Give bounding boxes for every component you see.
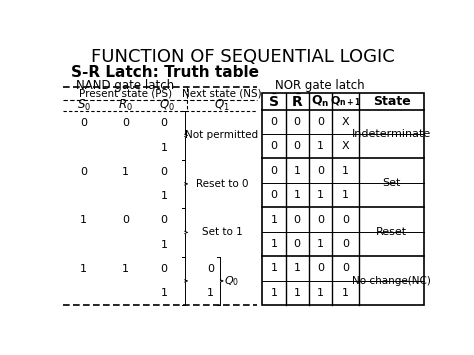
- Text: 1: 1: [317, 239, 324, 249]
- Text: 1: 1: [122, 167, 129, 177]
- Text: 1: 1: [317, 141, 324, 151]
- Text: $\bar{\mathbf{R}}$: $\bar{\mathbf{R}}$: [291, 93, 303, 110]
- Text: 0: 0: [294, 215, 301, 225]
- Text: 0: 0: [122, 118, 129, 128]
- Text: Next state (NS): Next state (NS): [182, 89, 262, 99]
- Text: 0: 0: [294, 141, 301, 151]
- Text: 0: 0: [122, 215, 129, 225]
- Text: 0: 0: [160, 264, 167, 274]
- Text: $R_0$: $R_0$: [118, 98, 133, 113]
- Text: 1: 1: [80, 264, 87, 274]
- Text: 1: 1: [271, 263, 277, 273]
- Text: X: X: [342, 117, 349, 127]
- Text: 0: 0: [342, 215, 349, 225]
- Text: $Q_0$: $Q_0$: [224, 274, 239, 288]
- Text: $\bar{\mathbf{S}}$: $\bar{\mathbf{S}}$: [268, 93, 280, 110]
- Text: 1: 1: [160, 288, 167, 298]
- Text: Indeterminate: Indeterminate: [352, 129, 431, 139]
- Text: 0: 0: [160, 167, 167, 177]
- Text: 0: 0: [294, 117, 301, 127]
- Text: 0: 0: [160, 215, 167, 225]
- Text: $\mathbf{Q_{n+1}}$: $\mathbf{Q_{n+1}}$: [330, 94, 361, 108]
- Text: 1: 1: [294, 190, 301, 200]
- Text: 0: 0: [160, 118, 167, 128]
- Text: $\mathbf{Q_n}$: $\mathbf{Q_n}$: [311, 94, 329, 109]
- Text: 0: 0: [271, 190, 277, 200]
- Text: Present state (PS): Present state (PS): [79, 89, 172, 99]
- Text: 1: 1: [294, 166, 301, 176]
- Text: 0: 0: [207, 264, 214, 274]
- Bar: [262, 93, 424, 305]
- Text: NAND gate latch: NAND gate latch: [76, 79, 174, 92]
- Text: 0: 0: [80, 167, 87, 177]
- Text: 1: 1: [160, 142, 167, 153]
- Text: 1: 1: [271, 215, 277, 225]
- Text: 0: 0: [271, 166, 277, 176]
- Text: 0: 0: [294, 239, 301, 249]
- Text: FUNCTION OF SEQUENTIAL LOGIC: FUNCTION OF SEQUENTIAL LOGIC: [91, 48, 395, 66]
- Text: Reset: Reset: [376, 227, 407, 237]
- Text: No change(NC): No change(NC): [352, 276, 431, 286]
- Text: NOR gate latch: NOR gate latch: [275, 79, 365, 92]
- Text: 1: 1: [160, 240, 167, 250]
- Text: 0: 0: [317, 215, 324, 225]
- Text: 0: 0: [342, 263, 349, 273]
- Text: 0: 0: [317, 263, 324, 273]
- Text: State: State: [373, 95, 410, 108]
- Text: 1: 1: [294, 263, 301, 273]
- Text: 1: 1: [80, 215, 87, 225]
- Text: 1: 1: [207, 288, 214, 298]
- Text: 1: 1: [271, 288, 277, 298]
- Text: 0: 0: [317, 166, 324, 176]
- Text: 0: 0: [80, 118, 87, 128]
- Text: $Q_0$: $Q_0$: [159, 98, 175, 113]
- Text: X: X: [342, 141, 349, 151]
- Text: $S_0$: $S_0$: [77, 98, 91, 113]
- Text: Reset to 0: Reset to 0: [196, 179, 248, 189]
- Text: Not permitted: Not permitted: [185, 130, 258, 140]
- Text: 1: 1: [160, 191, 167, 201]
- Text: 0: 0: [271, 117, 277, 127]
- Text: 1: 1: [342, 166, 349, 176]
- Text: 1: 1: [317, 288, 324, 298]
- Text: 0: 0: [342, 239, 349, 249]
- Text: 1: 1: [294, 288, 301, 298]
- Text: 1: 1: [271, 239, 277, 249]
- Text: Set: Set: [383, 178, 401, 188]
- Text: 1: 1: [342, 190, 349, 200]
- Text: 0: 0: [271, 141, 277, 151]
- Text: S-R Latch: Truth table: S-R Latch: Truth table: [71, 65, 259, 80]
- Text: 1: 1: [317, 190, 324, 200]
- Text: $Q_1$: $Q_1$: [214, 98, 230, 113]
- Text: Set to 1: Set to 1: [201, 228, 242, 237]
- Text: 0: 0: [317, 117, 324, 127]
- Text: 1: 1: [122, 264, 129, 274]
- Text: 1: 1: [342, 288, 349, 298]
